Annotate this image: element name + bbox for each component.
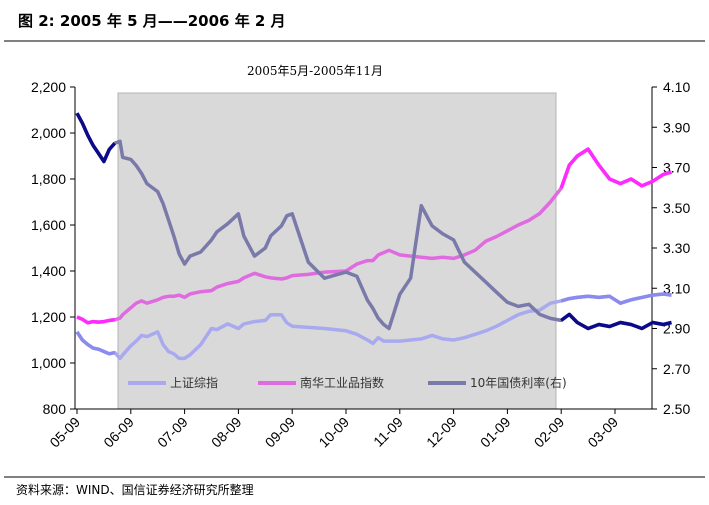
series-line-bond-outside xyxy=(75,112,117,164)
left-tick-label: 2,200 xyxy=(31,79,66,95)
legend-label-bond: 10年国债利率(右) xyxy=(470,375,567,390)
x-tick-label: 02-09 xyxy=(531,414,568,451)
right-tick-label: 4.10 xyxy=(663,79,690,95)
period-annotation: 2005年5月-2005年11月 xyxy=(247,64,383,78)
x-tick-label: 10-09 xyxy=(315,414,352,451)
legend: 上证综指 南华工业品指数 10年国债利率(右) xyxy=(128,375,567,390)
left-axis-ticks: 2,200 2,000 1,800 1,600 1,400 1,200 1,000 800 xyxy=(31,79,75,417)
left-tick-label: 2,000 xyxy=(31,125,66,141)
series-line-bond-outside xyxy=(560,312,672,331)
x-tick-label: 01-09 xyxy=(477,414,514,451)
x-tick-label: 05-09 xyxy=(46,414,83,451)
x-tick-label: 11-09 xyxy=(370,414,406,450)
left-tick-label: 1,600 xyxy=(31,217,66,233)
x-tick-label: 08-09 xyxy=(208,414,245,451)
series-line-shanghai-outside xyxy=(560,292,672,305)
series-line-shanghai-outside xyxy=(75,330,116,356)
right-axis-ticks: 4.103.903.703.503.303.102.902.702.50 xyxy=(652,79,690,417)
left-tick-label: 1,200 xyxy=(31,309,66,325)
series-line-nanhua-outside xyxy=(559,147,672,189)
x-axis-ticks: 05-09 06-09 07-09 08-09 09-09 10-09 11-09 12-09… xyxy=(46,409,621,450)
left-tick-label: 800 xyxy=(43,401,67,417)
x-tick-label: 12-09 xyxy=(423,414,460,451)
left-tick-label: 1,400 xyxy=(31,263,66,279)
legend-label-shanghai: 上证综指 xyxy=(170,375,218,390)
shaded-period xyxy=(117,92,557,410)
x-tick-label: 03-09 xyxy=(584,414,621,451)
right-tick-label: 3.50 xyxy=(663,200,690,216)
right-tick-label: 3.30 xyxy=(663,240,690,256)
left-tick-label: 1,800 xyxy=(31,171,66,187)
series-line-nanhua xyxy=(76,147,672,325)
right-tick-label: 3.10 xyxy=(663,280,690,296)
series-lines xyxy=(75,112,672,361)
legend-label-nanhua: 南华工业品指数 xyxy=(300,375,384,390)
series-line-nanhua-outside xyxy=(76,315,115,325)
right-tick-label: 2.50 xyxy=(663,401,690,417)
left-tick-label: 1,000 xyxy=(31,355,66,371)
x-tick-label: 06-09 xyxy=(100,414,137,451)
right-tick-label: 3.90 xyxy=(663,119,690,135)
x-tick-label: 09-09 xyxy=(262,414,299,451)
x-tick-label: 07-09 xyxy=(154,414,191,451)
figure-title: 图 2: 2005 年 5 月——2006 年 2 月 xyxy=(18,12,286,30)
series-line-shanghai xyxy=(75,292,672,361)
series-line-bond xyxy=(75,112,672,331)
right-tick-label: 2.70 xyxy=(663,361,690,377)
source-note: 资料来源：WIND、国信证券经济研究所整理 xyxy=(16,482,254,497)
